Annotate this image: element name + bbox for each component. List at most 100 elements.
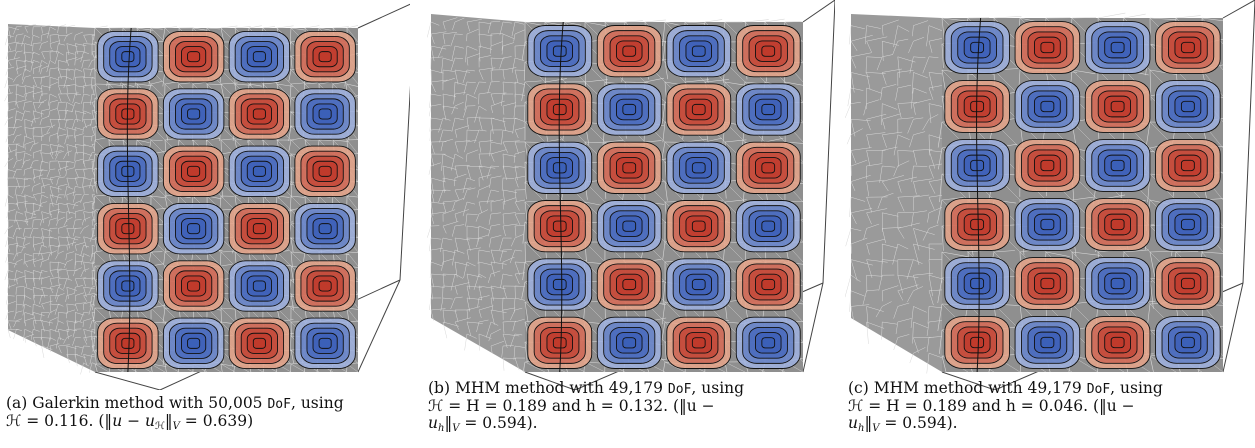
mesh-edge bbox=[1071, 251, 1101, 256]
mesh-edge bbox=[33, 117, 40, 120]
mesh-edge bbox=[58, 261, 67, 265]
mesh-edge bbox=[49, 317, 58, 322]
mesh-edge bbox=[22, 152, 26, 165]
mesh-edge bbox=[94, 111, 97, 125]
mesh-edge bbox=[865, 56, 867, 74]
mesh-edge bbox=[94, 41, 96, 59]
mesh-edge bbox=[83, 261, 86, 272]
mesh-edge bbox=[150, 139, 163, 142]
mesh-edge bbox=[83, 292, 96, 296]
mesh-edge bbox=[881, 119, 886, 130]
mesh-edge bbox=[55, 337, 59, 349]
mesh-edge bbox=[490, 81, 500, 83]
mesh-edge bbox=[49, 278, 53, 286]
mesh-edge bbox=[866, 259, 888, 263]
mesh-edge bbox=[466, 81, 476, 83]
mesh-edge bbox=[6, 110, 9, 117]
mesh-edge bbox=[66, 32, 73, 36]
mesh-edge bbox=[32, 337, 37, 347]
mesh-edge bbox=[922, 56, 930, 74]
mesh-edge bbox=[875, 306, 883, 318]
mesh-edge bbox=[49, 93, 57, 98]
mesh-edge bbox=[466, 116, 481, 119]
mesh-edge bbox=[478, 209, 489, 215]
mesh-edge bbox=[83, 318, 92, 322]
mesh-edge bbox=[346, 27, 359, 43]
mesh-edge bbox=[478, 92, 491, 95]
mesh-edge bbox=[41, 270, 48, 273]
mesh-edge bbox=[427, 225, 432, 238]
mesh-edge bbox=[41, 160, 49, 164]
mesh-edge bbox=[644, 19, 666, 23]
mesh-edge bbox=[478, 273, 487, 279]
mesh-edge bbox=[429, 297, 432, 311]
mesh-edge bbox=[513, 297, 516, 313]
mesh-edge bbox=[913, 20, 929, 26]
mesh-edge bbox=[850, 228, 862, 231]
mesh-edge bbox=[49, 284, 62, 288]
mesh-edge bbox=[47, 337, 51, 349]
mesh-edge bbox=[489, 177, 492, 188]
contour-line bbox=[187, 280, 201, 292]
mesh-edge bbox=[928, 165, 934, 179]
mesh-edge bbox=[897, 102, 917, 104]
mesh-edge bbox=[442, 57, 454, 62]
mesh-edge bbox=[662, 101, 666, 124]
mesh-edge bbox=[49, 133, 58, 137]
mesh-edge bbox=[58, 85, 62, 95]
mesh-edge bbox=[49, 150, 62, 154]
mesh-edge bbox=[463, 261, 468, 279]
mesh-edge bbox=[490, 175, 502, 179]
mesh-edge bbox=[490, 189, 500, 192]
mesh-edge bbox=[938, 147, 943, 170]
mesh-edge bbox=[881, 103, 883, 126]
mesh-edge bbox=[21, 35, 26, 47]
mesh-edge bbox=[7, 57, 20, 61]
negative-lobe bbox=[97, 260, 159, 312]
negative-lobe bbox=[1014, 316, 1081, 369]
mesh-edge bbox=[490, 129, 492, 142]
mesh-edge bbox=[866, 113, 887, 120]
mesh-edge bbox=[32, 303, 34, 316]
mesh-edge bbox=[7, 203, 10, 213]
mesh-edge bbox=[16, 194, 27, 198]
mesh-edge bbox=[162, 307, 166, 324]
mesh-edge bbox=[502, 21, 512, 24]
mesh-edge bbox=[913, 228, 935, 235]
mesh-edge bbox=[584, 361, 606, 373]
mesh-edge bbox=[83, 253, 90, 257]
mesh-edge bbox=[881, 321, 883, 340]
mesh-edge bbox=[66, 68, 75, 71]
mesh-edge bbox=[83, 167, 94, 170]
mesh-edge bbox=[55, 320, 59, 332]
mesh-edge bbox=[66, 287, 69, 299]
mesh-edge bbox=[90, 119, 93, 127]
mesh-edge bbox=[66, 110, 73, 112]
caption-c-line3: uh‖V = 0.594). bbox=[848, 414, 958, 434]
mesh-edge bbox=[41, 116, 49, 120]
mesh-edge bbox=[7, 60, 12, 67]
mesh-edge bbox=[476, 321, 480, 333]
mesh-edge bbox=[192, 27, 206, 31]
mesh-edge bbox=[91, 85, 95, 96]
positive-lobe bbox=[1084, 80, 1151, 133]
contour-line bbox=[1040, 41, 1055, 54]
mesh-edge bbox=[511, 57, 516, 73]
mesh-edge bbox=[928, 114, 939, 120]
mesh-edge bbox=[56, 43, 59, 54]
mesh-edge bbox=[41, 201, 48, 204]
mesh-edge bbox=[83, 244, 90, 248]
mesh-edge bbox=[83, 236, 87, 249]
mesh-edge bbox=[850, 128, 863, 136]
mesh-edge bbox=[784, 81, 804, 86]
mesh-edge bbox=[162, 27, 166, 41]
mesh-edge bbox=[58, 160, 70, 163]
mesh-edge bbox=[346, 83, 359, 99]
mesh-edge bbox=[55, 253, 59, 260]
mesh-edge bbox=[276, 195, 290, 198]
mesh-edge bbox=[12, 228, 17, 238]
mesh-edge bbox=[428, 165, 432, 175]
mesh-edge bbox=[684, 79, 709, 83]
mesh-edge bbox=[41, 211, 44, 224]
mesh-edge bbox=[490, 249, 507, 252]
